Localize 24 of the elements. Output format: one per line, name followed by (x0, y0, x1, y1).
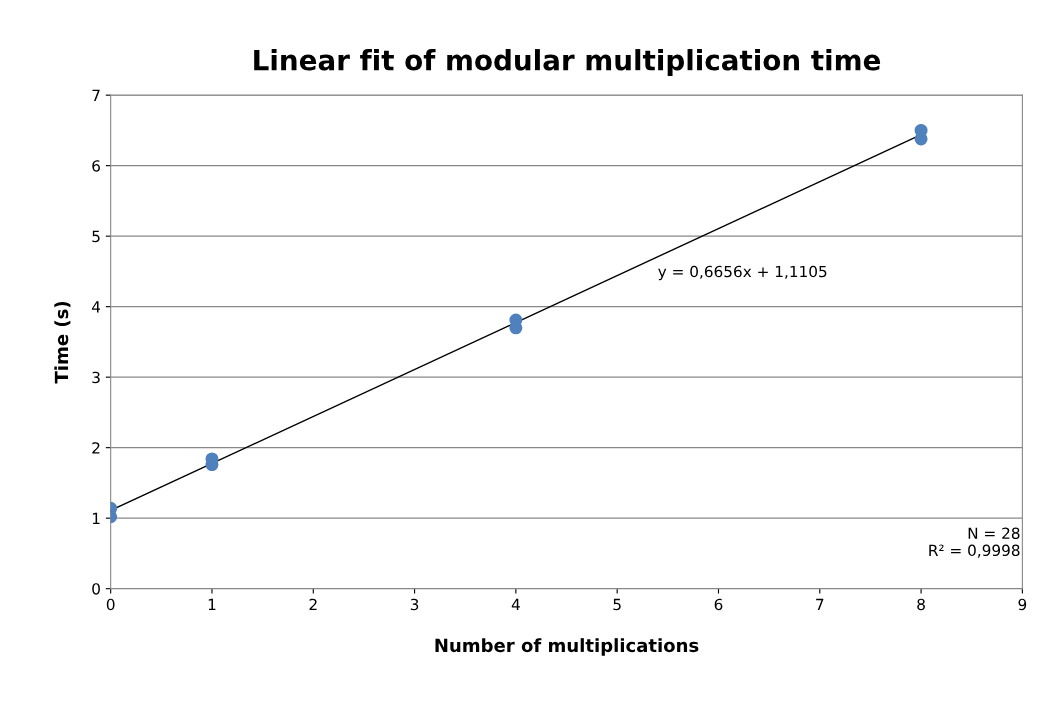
y-tick-label: 6 (92, 160, 100, 172)
x-tick-label: 5 (613, 598, 621, 611)
x-tick-label: 9 (1018, 598, 1027, 611)
chart-title: Linear fit of modular multiplication time (254, 49, 881, 76)
annotation: N = 28 R² = 0,9998 (929, 527, 1020, 558)
x-tick-label: 6 (714, 598, 723, 611)
y-tick-label: 1 (92, 512, 100, 524)
x-tick-label: 3 (410, 598, 419, 611)
y-tick-label: 5 (92, 230, 100, 243)
x-tick-label: 1 (208, 598, 216, 611)
y-tick-label: 0 (92, 583, 100, 595)
y-axis-title: Time (s) (54, 301, 71, 384)
x-tick-label: 7 (816, 598, 824, 611)
x-tick-label: 4 (511, 598, 520, 611)
x-tick-label: 0 (106, 598, 115, 611)
y-tick-label: 3 (92, 371, 100, 384)
y-tick-label: 2 (92, 442, 100, 454)
point (914, 123, 928, 137)
x-tick-label: 2 (309, 598, 317, 611)
x-tick-label: 8 (917, 598, 925, 611)
y-tick-label: 4 (91, 301, 101, 313)
annotation: y = 0,6656x + 1,1105 (658, 265, 827, 281)
x-axis-title: Number of multiplications (435, 638, 699, 656)
y-tick-label: 7 (92, 89, 100, 101)
